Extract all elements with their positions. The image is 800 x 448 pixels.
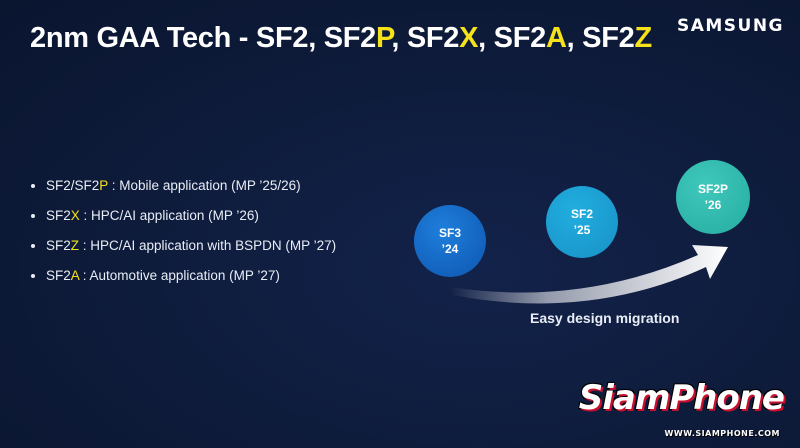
bullet-post: : Automotive application (MP ’27) bbox=[79, 268, 280, 283]
title-sep-3: , SF2 bbox=[566, 22, 635, 54]
node-sf2p-name: SF2P bbox=[697, 182, 728, 196]
migration-arrow-icon bbox=[450, 245, 728, 304]
title-sep-2: , SF2 bbox=[478, 22, 546, 54]
bullet-highlight: Z bbox=[70, 238, 80, 253]
node-sf2-year: ’25 bbox=[573, 223, 591, 237]
title-highlight-z: Z bbox=[634, 22, 652, 54]
migration-label: Easy design migration bbox=[530, 310, 680, 326]
node-sf2p-year: ’26 bbox=[704, 198, 722, 212]
watermark-brand: SiamPhone bbox=[578, 378, 785, 418]
node-sf2-name: SF2 bbox=[570, 207, 593, 221]
siamphone-watermark: SiamPhone WWW.SIAMPHONE.COM bbox=[579, 378, 790, 440]
bullet-pre: SF2 bbox=[46, 268, 71, 283]
samsung-logo: SAMSUNG bbox=[676, 16, 784, 36]
bullet-post: : HPC/AI application with BSPDN (MP ’27) bbox=[79, 238, 337, 253]
title-highlight-x: X bbox=[459, 22, 479, 54]
bullet-item-sf2x: SF2X : HPC/AI application (MP ’26) bbox=[28, 206, 336, 236]
slide-title: 2nm GAA Tech - SF2, SF2P, SF2X, SF2A, SF… bbox=[30, 22, 652, 55]
node-sf3-year: ’24 bbox=[441, 242, 459, 256]
bullet-pre: SF2 bbox=[46, 208, 71, 223]
bullet-item-sf2z: SF2Z : HPC/AI application with BSPDN (MP… bbox=[28, 236, 336, 266]
watermark-url: WWW.SIAMPHONE.COM bbox=[664, 429, 780, 438]
bullet-pre: SF2 bbox=[46, 238, 71, 253]
bullet-post: : Mobile application (MP ’25/26) bbox=[108, 178, 301, 193]
bullet-post: : HPC/AI application (MP ’26) bbox=[79, 208, 259, 223]
bullet-highlight: X bbox=[70, 208, 80, 223]
node-sf2p: SF2P ’26 bbox=[676, 160, 750, 234]
title-prefix: 2nm GAA Tech - SF2, SF2 bbox=[30, 22, 376, 54]
node-sf2: SF2 ’25 bbox=[546, 186, 618, 258]
title-highlight-a: A bbox=[545, 22, 567, 54]
application-list: SF2/SF2P : Mobile application (MP ’25/26… bbox=[28, 176, 336, 296]
bullet-item-sf2p: SF2/SF2P : Mobile application (MP ’25/26… bbox=[28, 176, 336, 206]
title-highlight-p: P bbox=[376, 22, 392, 54]
bullet-pre: SF2/SF2 bbox=[46, 178, 100, 193]
bullet-highlight: A bbox=[70, 268, 80, 283]
node-sf3: SF3 ’24 bbox=[414, 205, 486, 277]
bullet-item-sf2a: SF2A : Automotive application (MP ’27) bbox=[28, 266, 336, 296]
bullet-highlight: P bbox=[99, 178, 109, 193]
node-sf3-name: SF3 bbox=[438, 226, 461, 240]
title-sep-1: , SF2 bbox=[391, 22, 460, 54]
